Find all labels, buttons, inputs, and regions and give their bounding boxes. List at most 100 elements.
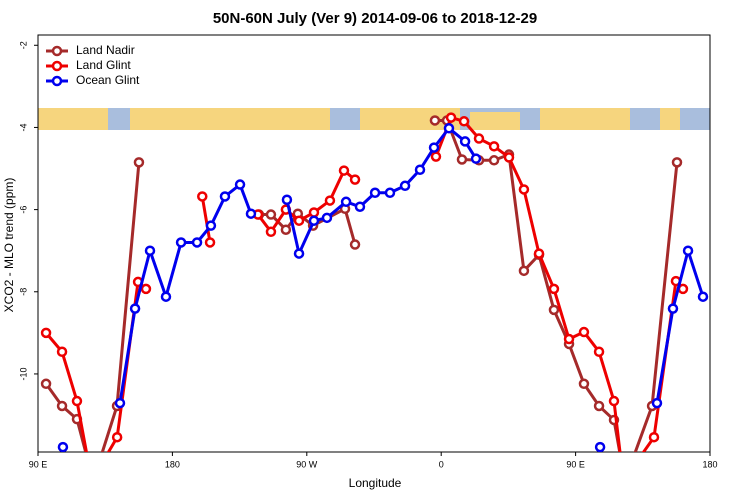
legend-label: Land Glint — [76, 58, 131, 72]
data-point — [384, 187, 396, 199]
y-tick-label: -2 — [18, 41, 28, 49]
data-point — [548, 304, 560, 316]
data-point — [197, 191, 208, 202]
data-point — [129, 303, 141, 314]
series-line — [118, 126, 705, 404]
y-tick-label: -8 — [18, 288, 28, 296]
x-tick-label: 90 E — [566, 459, 585, 469]
map-strip — [38, 108, 710, 130]
data-point — [443, 123, 455, 134]
data-point — [219, 191, 231, 202]
data-point — [651, 397, 663, 409]
y-tick-label: -4 — [18, 123, 28, 131]
data-point — [518, 265, 530, 277]
data-point — [648, 431, 660, 443]
data-point — [608, 395, 620, 407]
data-point — [697, 291, 709, 302]
data-point — [488, 141, 500, 152]
data-point — [578, 378, 590, 390]
data-point — [369, 187, 381, 199]
data-point — [619, 477, 627, 485]
data-point — [338, 165, 350, 176]
data-point — [594, 441, 606, 452]
legend-marker — [51, 60, 63, 72]
data-point — [470, 153, 482, 164]
legend-marker — [51, 75, 63, 87]
data-point — [265, 209, 277, 220]
series-line — [44, 115, 685, 452]
data-point — [293, 248, 305, 259]
data-point — [349, 174, 361, 185]
data-point — [667, 303, 679, 314]
y-tick-label: -10 — [18, 367, 28, 380]
data-point — [671, 157, 683, 168]
data-point — [340, 196, 352, 208]
data-point — [308, 207, 320, 218]
data-point — [245, 208, 257, 219]
data-point — [430, 151, 442, 162]
data-point — [175, 237, 187, 248]
data-point — [503, 152, 515, 163]
x-axis-label: Longitude — [349, 476, 402, 490]
data-point — [456, 154, 468, 165]
data-point — [71, 395, 83, 407]
data-point — [593, 346, 605, 358]
data-point — [133, 157, 145, 168]
data-point — [399, 180, 411, 192]
data-point — [349, 239, 361, 250]
data-point — [281, 194, 293, 205]
y-tick-label: -6 — [18, 206, 28, 214]
data-point — [533, 248, 545, 259]
y-axis-label: XCO2 - MLO trend (ppm) — [2, 178, 16, 313]
data-point — [111, 431, 123, 443]
data-point — [56, 400, 68, 412]
data-point — [88, 477, 96, 485]
x-tick-label: 0 — [439, 459, 444, 469]
data-point — [563, 333, 575, 345]
data-point — [280, 224, 292, 235]
data-point — [682, 245, 694, 256]
data-point — [40, 378, 52, 390]
data-point — [144, 245, 156, 256]
data-point — [459, 136, 471, 147]
data-point — [548, 283, 560, 295]
plot-area — [40, 112, 709, 485]
x-tick-label: 180 — [702, 459, 717, 469]
data-point — [114, 397, 126, 409]
data-point — [445, 112, 457, 123]
data-point — [191, 237, 203, 248]
data-point — [160, 291, 172, 302]
data-point — [414, 164, 426, 176]
x-tick-label: 90 W — [296, 459, 318, 469]
data-point — [354, 201, 366, 212]
data-point — [518, 184, 530, 195]
x-tick-label: 180 — [165, 459, 180, 469]
data-point — [56, 346, 68, 358]
data-point — [234, 179, 246, 190]
x-tick-label: 90 E — [29, 459, 48, 469]
data-point — [89, 477, 97, 485]
data-point — [204, 237, 216, 248]
legend-label: Land Nadir — [76, 43, 135, 57]
data-point — [578, 326, 590, 338]
data-point — [308, 215, 320, 226]
data-point — [458, 116, 470, 127]
legend-marker — [51, 45, 63, 57]
data-point — [324, 195, 336, 206]
data-point — [205, 220, 217, 231]
data-point — [293, 215, 305, 226]
legend-label: Ocean Glint — [76, 73, 140, 87]
data-point — [488, 155, 500, 166]
data-point — [428, 142, 440, 153]
data-point — [473, 133, 485, 144]
data-point — [57, 441, 69, 452]
data-point — [593, 400, 605, 412]
data-point — [321, 212, 333, 224]
data-point — [265, 226, 277, 238]
data-point — [40, 327, 52, 339]
plot-frame — [37, 34, 711, 453]
chart-title: 50N-60N July (Ver 9) 2014-09-06 to 2018-… — [213, 10, 537, 27]
